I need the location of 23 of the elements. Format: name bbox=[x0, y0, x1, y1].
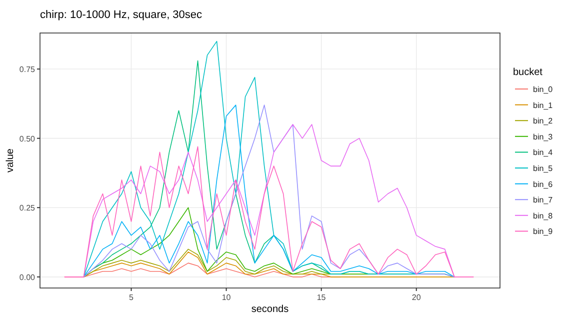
legend-label: bin_6 bbox=[533, 180, 554, 189]
chart-title: chirp: 10-1000 Hz, square, 30sec bbox=[40, 9, 203, 21]
y-tick-label: 0.50 bbox=[19, 134, 36, 144]
legend-label: bin_1 bbox=[533, 100, 554, 110]
legend-label: bin_2 bbox=[533, 116, 554, 126]
y-tick-label: 0.25 bbox=[19, 204, 36, 213]
y-tick-label: 0.75 bbox=[19, 65, 36, 74]
x-tick-label: 20 bbox=[412, 293, 422, 302]
legend-label: bin_8 bbox=[533, 211, 554, 220]
x-tick-label: 5 bbox=[129, 293, 134, 302]
legend-title: bucket bbox=[513, 67, 543, 78]
legend-label: bin_3 bbox=[533, 132, 554, 142]
x-axis-title: seconds bbox=[251, 304, 289, 315]
y-tick-label: 0.00 bbox=[19, 272, 36, 282]
legend-label: bin_5 bbox=[533, 164, 554, 173]
legend-label: bin_0 bbox=[533, 85, 554, 94]
legend-label: bin_4 bbox=[533, 148, 554, 158]
y-axis-title: value bbox=[5, 148, 16, 172]
legend-label: bin_9 bbox=[533, 227, 554, 236]
line-series bbox=[64, 146, 474, 278]
x-tick-label: 15 bbox=[316, 293, 326, 302]
x-tick-label: 10 bbox=[222, 293, 232, 302]
legend-label: bin_7 bbox=[533, 196, 554, 205]
